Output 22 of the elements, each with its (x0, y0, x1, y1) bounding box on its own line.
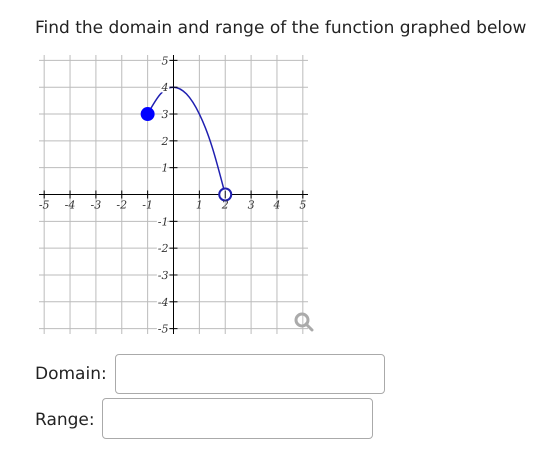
y-tick-label: -2 (158, 242, 168, 256)
y-tick-label: 5 (162, 54, 168, 68)
x-tick-label: -5 (38, 198, 50, 212)
text: Range: (35, 410, 95, 430)
x-tick-label: 3 (248, 198, 255, 212)
x-tick-label: 2 (220, 198, 229, 212)
y-tick-label: 3 (162, 108, 168, 122)
chart-title: Find the domain and range of the function graphed below (35, 18, 526, 38)
x-tick-label: -2 (116, 198, 128, 212)
y-tick-label: -4 (158, 296, 168, 309)
x-tick-label: -4 (64, 198, 76, 212)
x-tick-label: 5 (299, 198, 306, 212)
y-tick-label: -5 (158, 322, 168, 336)
x-tick-label: -3 (90, 198, 102, 212)
y-tick-label: 2 (160, 134, 168, 148)
text: Domain: (35, 364, 107, 384)
y-tick-label: 1 (162, 162, 168, 175)
y-tick-label: -1 (158, 215, 168, 228)
y-tick-label: -3 (158, 268, 168, 282)
x-tick-label: -1 (142, 198, 153, 212)
x-tick-label: 4 (272, 198, 280, 212)
x-tick-label: 1 (196, 198, 203, 212)
